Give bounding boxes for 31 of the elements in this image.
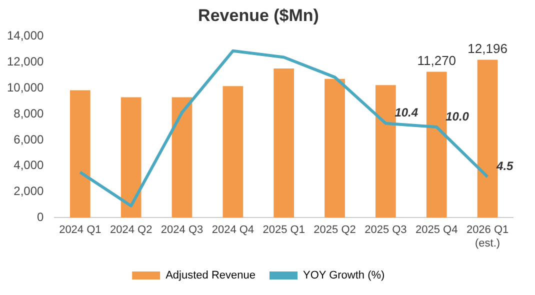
x-tick-label: 2024 Q2 — [110, 224, 152, 236]
bar — [70, 90, 90, 218]
chart-title: Revenue ($Mn) — [198, 6, 319, 25]
bar — [477, 60, 498, 218]
y-tick-label: 14,000 — [7, 28, 44, 43]
data-label: 12,196 — [468, 40, 508, 56]
bar — [324, 78, 345, 218]
y-tick-label: 4,000 — [14, 158, 44, 172]
bar — [172, 97, 192, 218]
x-tick-label: 2025 Q3 — [364, 224, 407, 236]
y-tick-label: 12,000 — [7, 54, 44, 69]
legend-label: YOY Growth (%) — [302, 270, 385, 282]
y-tick-label: 2,000 — [14, 184, 44, 198]
x-tick-label: 2026 Q1 (est.) — [466, 224, 509, 250]
bar — [426, 72, 447, 218]
x-tick-label: 2025 Q4 — [416, 224, 458, 236]
legend-label: Adjusted Revenue — [166, 270, 256, 282]
bar — [376, 85, 396, 218]
x-tick-label: 2024 Q3 — [160, 224, 204, 236]
bar — [274, 68, 294, 218]
bar — [120, 97, 142, 218]
x-tick-label: 2025 Q1 — [262, 224, 305, 236]
y-tick-label: 6,000 — [14, 132, 44, 146]
data-label: 11,270 — [417, 52, 456, 68]
y-tick-label: 0 — [37, 210, 44, 224]
x-tick-label: 2024 Q4 — [212, 224, 254, 236]
x-tick-label: 2024 Q1 — [59, 224, 102, 236]
bar — [222, 86, 244, 218]
y-tick-label: 8,000 — [14, 106, 44, 120]
y-tick-label: 10,000 — [7, 80, 44, 94]
x-tick-label: 2025 Q2 — [314, 224, 356, 236]
